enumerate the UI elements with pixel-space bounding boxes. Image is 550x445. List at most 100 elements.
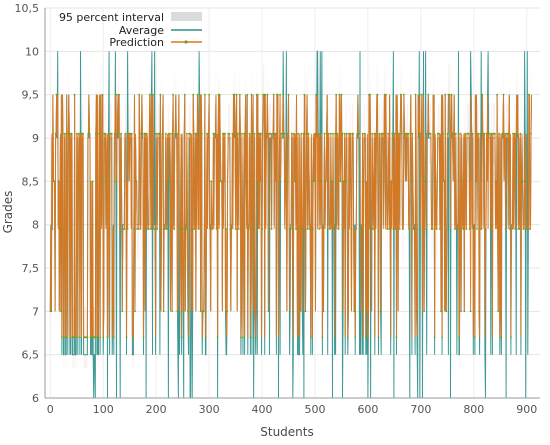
prediction-point [155,132,158,135]
prediction-point [190,310,193,313]
prediction-point [313,180,315,183]
prediction-point [341,132,344,135]
prediction-point [394,228,397,230]
y-tick-label: 6,5 [22,349,40,362]
prediction-point [278,228,280,230]
prediction-point [362,180,365,183]
prediction-point [415,310,418,313]
prediction-point [413,228,416,230]
prediction-point [530,132,532,135]
prediction-point [438,132,440,135]
prediction-point [465,228,468,230]
prediction-point [497,310,500,313]
prediction-point [132,336,134,339]
prediction-point [118,93,120,96]
prediction-point [176,310,179,313]
prediction-point [60,310,62,313]
prediction-point [443,180,446,183]
prediction-point [165,228,168,230]
prediction-point [403,93,405,96]
prediction-point [65,336,68,339]
prediction-point [249,336,252,339]
prediction-point [385,93,387,96]
prediction-point [94,132,97,135]
prediction-point [238,93,241,96]
y-tick-label: 10,5 [15,2,40,15]
prediction-point [82,132,84,135]
prediction-point [240,336,242,339]
prediction-point [523,180,526,183]
prediction-point [211,228,214,230]
prediction-point [284,180,287,183]
prediction-point [397,132,400,135]
prediction-point [502,93,505,96]
prediction-point [423,310,425,313]
prediction-point [494,132,496,135]
prediction-point [88,132,91,135]
prediction-point [446,132,449,135]
prediction-point [168,132,170,135]
prediction-point [209,228,212,230]
prediction-point [305,132,308,135]
prediction-point [234,228,237,230]
prediction-point [461,180,464,183]
prediction-point [294,180,296,183]
y-axis-title: Grades [1,191,15,234]
prediction-point [511,228,513,230]
prediction-point [182,310,185,313]
y-tick-label: 9 [32,132,39,145]
prediction-point [366,310,368,313]
prediction-point [300,132,303,135]
prediction-point [110,132,113,135]
prediction-point [334,132,336,135]
prediction-point [252,228,255,230]
prediction-point [431,228,434,230]
prediction-point [378,132,381,135]
prediction-point [78,132,80,135]
prediction-point [246,93,249,96]
prediction-point [224,132,226,135]
prediction-point [205,336,207,339]
prediction-point [299,228,302,230]
prediction-point [453,228,456,230]
prediction-point [93,336,96,339]
prediction-point [265,132,268,135]
prediction-point [488,132,491,135]
prediction-point [187,310,189,313]
axes: 6 6,5 7 7,5 8 8,5 9 9,5 10 10,5 0 100 200 300 400 500 60… [15,2,540,416]
prediction-point [376,93,379,96]
prediction-point [121,310,124,313]
prediction-point [202,310,205,313]
y-tick-label: 7 [32,305,39,318]
prediction-point [289,228,292,230]
prediction-point [298,336,300,339]
prediction-point [247,228,250,230]
prediction-point [326,228,329,230]
prediction-point [486,93,489,96]
prediction-point [454,132,457,135]
prediction-point [210,180,213,183]
prediction-point [498,132,501,135]
prediction-point [218,93,221,96]
prediction-point [407,132,410,135]
prediction-point [444,93,447,96]
prediction-point [513,132,515,135]
prediction-point [309,336,312,339]
prediction-point [336,132,339,135]
prediction-point [135,180,138,183]
prediction-point [483,132,486,135]
prediction-point [344,180,347,183]
prediction-point [339,180,342,183]
prediction-point [274,132,277,135]
prediction-point [472,228,475,230]
prediction-series [49,93,532,339]
prediction-point [393,132,396,135]
prediction-point [184,228,187,230]
prediction-point [308,228,311,230]
legend-swatch-interval [171,12,202,21]
prediction-point [204,93,206,96]
prediction-point [154,228,157,230]
prediction-point [429,132,432,135]
prediction-point [328,228,331,230]
